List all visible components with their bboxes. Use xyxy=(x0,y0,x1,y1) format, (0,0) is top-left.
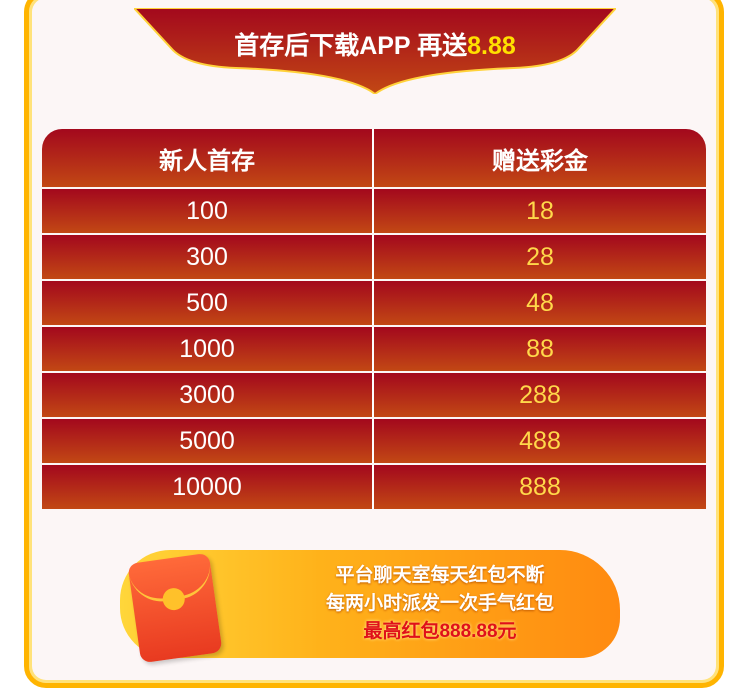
bonus-cell: 488 xyxy=(372,419,706,463)
deposit-cell: 1000 xyxy=(179,334,235,363)
banner-title: 首存后下载APP 再送8.88 xyxy=(234,32,516,60)
bonus-cell: 28 xyxy=(372,235,706,279)
bonus-cell: 88 xyxy=(372,327,706,371)
deposit-cell: 300 xyxy=(186,242,228,271)
deposit-cell: 500 xyxy=(186,288,228,317)
table-header: 新人首存 赠送彩金 xyxy=(42,129,706,187)
bonus-cell: 18 xyxy=(372,189,706,233)
deposit-cell: 3000 xyxy=(179,380,235,409)
header-bonus: 赠送彩金 xyxy=(372,129,706,187)
table-row: 3000 288 xyxy=(42,373,706,417)
table-row: 5000 488 xyxy=(42,419,706,463)
deposit-cell: 100 xyxy=(186,196,228,225)
banner-shape xyxy=(134,8,616,94)
deposit-cell: 5000 xyxy=(179,426,235,455)
promo-line-2: 每两小时派发一次手气红包 xyxy=(325,593,554,614)
top-banner: 首存后下载APP 再送8.88 xyxy=(134,8,616,94)
table-row: 500 48 xyxy=(42,281,706,325)
chatroom-promo-banner[interactable]: 平台聊天室每天红包不断 每两小时派发一次手气红包 最高红包888.88元 xyxy=(120,550,620,664)
bonus-cell: 48 xyxy=(372,281,706,325)
table-row: 1000 88 xyxy=(42,327,706,371)
bonus-cell: 288 xyxy=(372,373,706,417)
table-row: 300 28 xyxy=(42,235,706,279)
table-row: 100 18 xyxy=(42,189,706,233)
bonus-table: 新人首存 赠送彩金 100 18 300 28 500 48 1000 88 3000 288 50… xyxy=(42,129,706,511)
table-row: 10000 888 xyxy=(42,465,706,509)
banner-highlight: 8.88 xyxy=(467,32,516,60)
header-deposit: 新人首存 xyxy=(159,147,255,175)
promo-line-1: 平台聊天室每天红包不断 xyxy=(335,565,545,586)
red-envelope-icon xyxy=(127,552,223,664)
bonus-cell: 888 xyxy=(372,465,706,509)
promo-line-3: 最高红包888.88元 xyxy=(363,621,517,642)
deposit-cell: 10000 xyxy=(172,472,242,501)
